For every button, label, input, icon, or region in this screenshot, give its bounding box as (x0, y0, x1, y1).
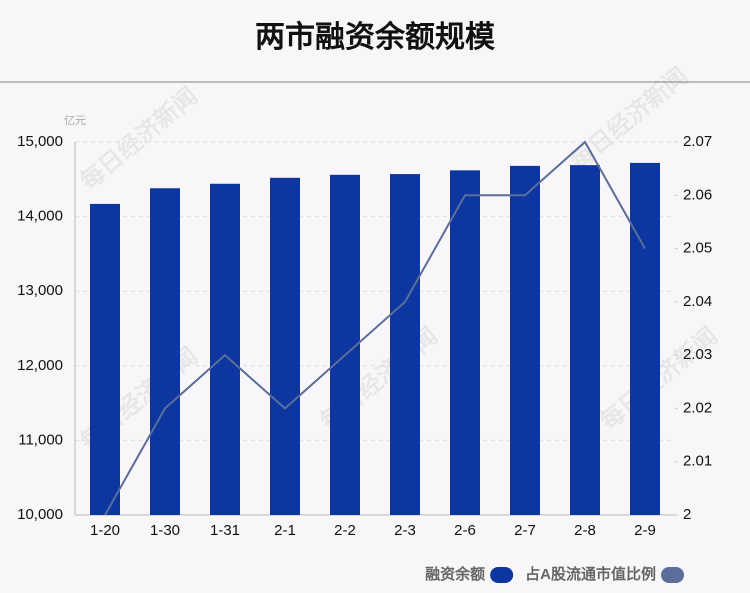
y2-tick-label: 2.04 (683, 293, 712, 310)
y2-tick-label: 2.06 (683, 186, 712, 203)
y-tick-label: 12,000 (17, 357, 63, 374)
x-tick-label: 2-9 (634, 522, 656, 539)
x-tick-label: 2-7 (514, 522, 536, 539)
x-tick-label: 2-6 (454, 522, 476, 539)
chart-title: 两市融资余额规模 (255, 20, 495, 54)
x-tick-label: 1-31 (210, 522, 240, 539)
bar (510, 165, 540, 515)
y-tick-label: 15,000 (17, 133, 63, 150)
y2-tick-label: 2.05 (683, 240, 712, 257)
bar (630, 162, 660, 515)
bar (90, 203, 120, 515)
x-tick-label: 1-20 (90, 522, 120, 539)
x-tick-label: 1-30 (150, 522, 180, 539)
y-tick-label: 10,000 (17, 506, 63, 523)
x-tick-label: 2-2 (334, 522, 356, 539)
y-tick-label: 14,000 (17, 208, 63, 225)
bar (570, 165, 600, 515)
y2-tick-label: 2 (683, 506, 691, 523)
bar (450, 170, 480, 515)
x-tick-label: 2-8 (574, 522, 596, 539)
y2-tick-label: 2.02 (683, 399, 712, 416)
legend-swatch (490, 567, 514, 583)
x-tick-label: 2-3 (394, 522, 416, 539)
legend-swatch (661, 567, 684, 583)
y2-tick-label: 2.01 (683, 453, 712, 470)
bar (210, 183, 240, 515)
bar (330, 174, 360, 515)
y2-tick-label: 2.03 (683, 346, 712, 363)
unit-label: 亿元 (64, 114, 86, 127)
y-tick-label: 13,000 (17, 282, 63, 299)
y-tick-label: 11,000 (18, 431, 63, 448)
x-tick-label: 2-1 (274, 522, 296, 539)
line (104, 140, 646, 516)
bar (390, 174, 420, 515)
bar (150, 188, 180, 515)
legend-label: 融资余额 (425, 565, 485, 583)
y2-tick-label: 2.07 (683, 133, 712, 150)
legend-label: 占A股流通市值比例 (525, 565, 656, 583)
bar (270, 177, 300, 516)
